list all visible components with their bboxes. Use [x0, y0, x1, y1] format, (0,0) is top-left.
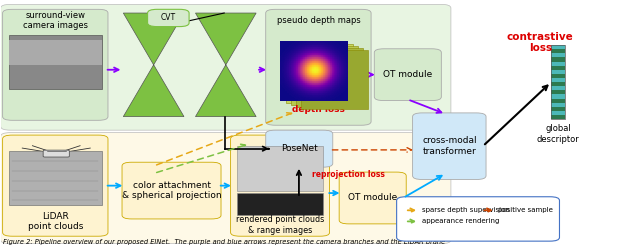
Text: Figure 2: Pipeline overview of our proposed EINet.  The purple and blue arrows r: Figure 2: Pipeline overview of our propo…: [3, 239, 445, 245]
Text: LiDAR
point clouds: LiDAR point clouds: [28, 212, 83, 231]
FancyBboxPatch shape: [237, 193, 323, 215]
Text: surround-view
camera images: surround-view camera images: [23, 11, 88, 30]
FancyBboxPatch shape: [3, 135, 108, 236]
FancyBboxPatch shape: [266, 9, 371, 125]
Bar: [551, 86, 565, 90]
FancyBboxPatch shape: [374, 49, 442, 101]
Bar: [551, 115, 565, 119]
Text: depth loss: depth loss: [292, 105, 345, 114]
Bar: [551, 45, 565, 49]
FancyBboxPatch shape: [285, 44, 353, 103]
FancyBboxPatch shape: [9, 151, 102, 205]
Bar: [551, 58, 565, 62]
FancyBboxPatch shape: [413, 113, 486, 180]
Text: OT module: OT module: [348, 193, 397, 202]
Text: pseudo depth maps: pseudo depth maps: [276, 16, 360, 25]
FancyBboxPatch shape: [122, 162, 221, 219]
FancyBboxPatch shape: [291, 46, 358, 105]
Bar: [551, 82, 565, 86]
Bar: [551, 94, 565, 98]
Bar: [551, 103, 565, 107]
FancyBboxPatch shape: [3, 9, 108, 120]
Text: global
descriptor: global descriptor: [537, 124, 580, 144]
FancyBboxPatch shape: [43, 150, 69, 157]
Bar: [551, 70, 565, 74]
Bar: [551, 66, 565, 70]
Bar: [551, 98, 565, 103]
Text: contrastive
loss: contrastive loss: [507, 32, 573, 53]
Bar: [551, 78, 565, 82]
Text: sparse depth supervision: sparse depth supervision: [422, 207, 509, 213]
Bar: [551, 111, 565, 115]
Text: PoseNet: PoseNet: [281, 144, 317, 153]
Bar: [551, 107, 565, 111]
Text: positive sample: positive sample: [498, 207, 553, 213]
Bar: [551, 74, 565, 78]
Text: color attachment
& spherical projection: color attachment & spherical projection: [122, 181, 221, 200]
FancyBboxPatch shape: [397, 197, 559, 241]
Bar: [551, 49, 565, 53]
FancyBboxPatch shape: [9, 35, 102, 90]
FancyBboxPatch shape: [237, 146, 323, 190]
Bar: [551, 62, 565, 66]
FancyBboxPatch shape: [266, 130, 333, 167]
FancyBboxPatch shape: [1, 133, 451, 244]
Polygon shape: [195, 13, 256, 117]
Text: appearance rendering: appearance rendering: [422, 218, 499, 224]
FancyBboxPatch shape: [301, 50, 368, 109]
Text: OT module: OT module: [383, 70, 433, 79]
FancyBboxPatch shape: [296, 48, 363, 107]
Bar: [551, 53, 565, 58]
Polygon shape: [124, 13, 184, 117]
FancyBboxPatch shape: [9, 40, 102, 65]
Text: cross-modal
transformer: cross-modal transformer: [422, 136, 477, 156]
FancyBboxPatch shape: [230, 135, 330, 236]
Bar: [551, 45, 565, 119]
Text: reprojection loss: reprojection loss: [312, 170, 385, 179]
FancyBboxPatch shape: [339, 172, 406, 224]
Text: rendered point clouds
& range images: rendered point clouds & range images: [236, 216, 324, 235]
FancyBboxPatch shape: [148, 9, 189, 27]
Bar: [551, 90, 565, 94]
FancyBboxPatch shape: [1, 4, 451, 130]
Text: CVT: CVT: [161, 13, 176, 23]
